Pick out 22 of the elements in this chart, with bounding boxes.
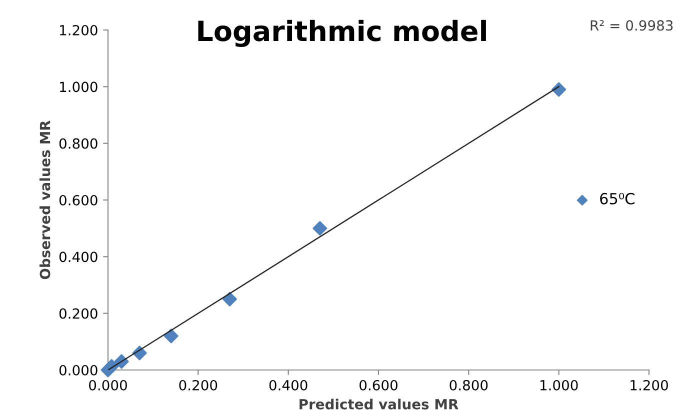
y-axis-title: Observed values MR xyxy=(40,120,50,280)
x-tick-label: 0.800 xyxy=(450,380,488,390)
y-tick-label: 1.200 xyxy=(60,24,98,36)
x-tick-label: 0.000 xyxy=(89,380,127,390)
x-tick-label: 0.200 xyxy=(179,380,218,390)
x-tick-label: 0.400 xyxy=(269,380,308,390)
x-tick-label: 1.000 xyxy=(540,380,578,390)
annotation: R² = 0.9983 xyxy=(590,20,673,31)
x-axis-title: Predicted values MR xyxy=(300,398,458,410)
y-tick-label: 0.800 xyxy=(59,138,98,149)
y-tick-label: 1.000 xyxy=(60,82,98,92)
legend-label: 65⁰C xyxy=(600,192,634,204)
point xyxy=(164,328,178,344)
y-tick-label: 0.600 xyxy=(59,194,98,206)
x-tick-label: 1.200 xyxy=(630,380,668,390)
point xyxy=(312,221,328,236)
x-tick-label: 0.600 xyxy=(360,380,398,390)
chart-title: Logarithmic model xyxy=(198,20,486,47)
point xyxy=(222,292,238,306)
y-tick-label: 0.400 xyxy=(59,252,98,262)
y-tick-label: 0.000 xyxy=(59,364,98,376)
y-tick-label: 0.200 xyxy=(59,308,98,319)
